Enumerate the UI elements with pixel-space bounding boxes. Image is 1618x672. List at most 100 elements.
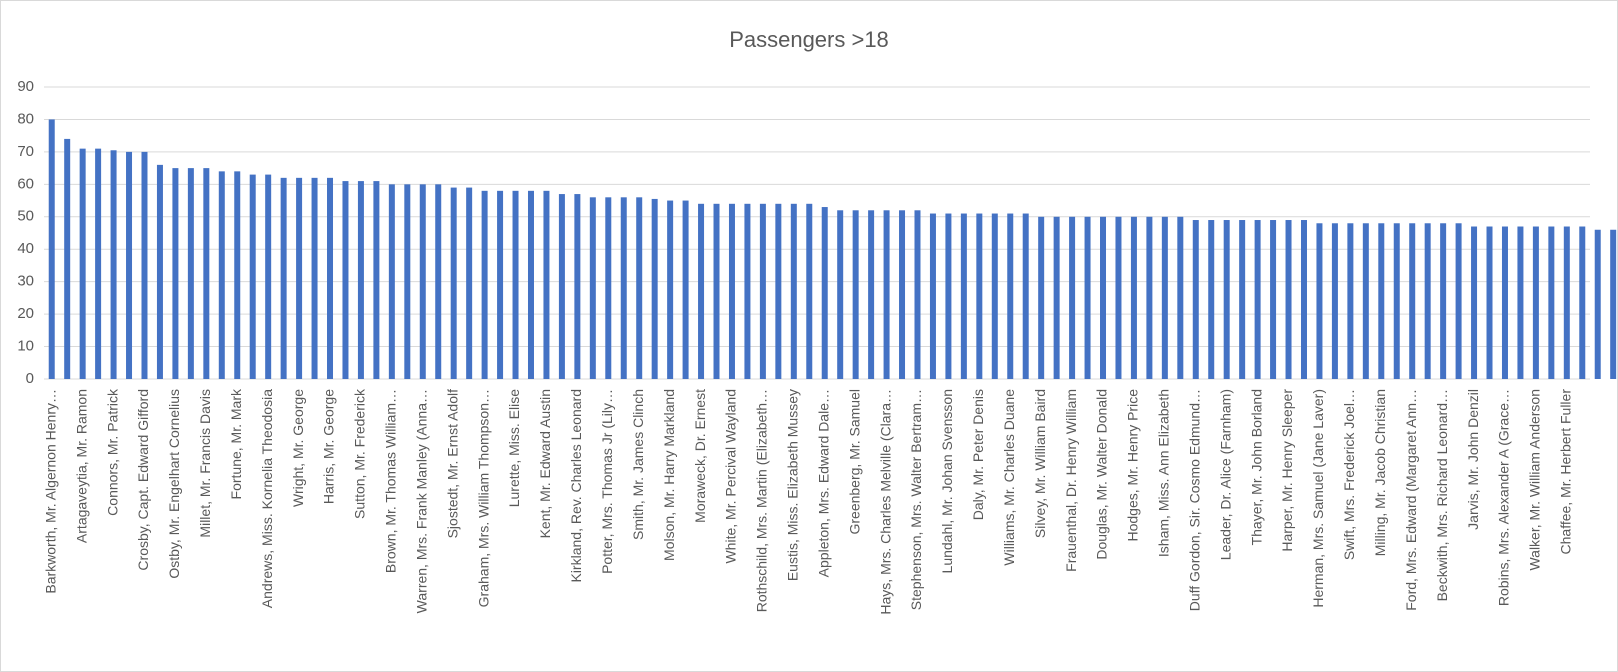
bar bbox=[636, 197, 643, 379]
bar bbox=[1146, 216, 1153, 379]
bar bbox=[929, 213, 936, 379]
x-tick-label: Beckwith, Mrs. Richard Leonard… bbox=[1434, 389, 1450, 601]
bar bbox=[589, 197, 596, 379]
bar bbox=[1563, 226, 1570, 379]
x-tick-label: Wright, Mr. George bbox=[290, 389, 306, 507]
bar bbox=[234, 171, 241, 379]
bar bbox=[48, 119, 55, 379]
bar bbox=[1069, 216, 1076, 379]
bar bbox=[1208, 220, 1215, 379]
bar bbox=[1115, 216, 1122, 379]
bar bbox=[744, 203, 751, 379]
bar bbox=[1022, 213, 1029, 379]
x-tick-label: Robins, Mrs. Alexander A (Grace… bbox=[1496, 389, 1512, 606]
bar bbox=[249, 174, 256, 379]
bar bbox=[357, 181, 364, 379]
bar bbox=[1300, 220, 1307, 379]
bar bbox=[1192, 220, 1199, 379]
bar bbox=[1362, 223, 1369, 379]
x-tick-label: Harper, Mr. Henry Sleeper bbox=[1279, 389, 1295, 552]
y-tick-label: 70 bbox=[17, 143, 34, 160]
x-tick-label: Leader, Dr. Alice (Farnham) bbox=[1217, 389, 1233, 560]
bar bbox=[435, 184, 442, 379]
x-tick-label: Chaffee, Mr. Herbert Fuller bbox=[1558, 389, 1574, 555]
bar bbox=[110, 150, 117, 379]
x-tick-label: Graham, Mrs. William Thompson… bbox=[475, 389, 491, 607]
bar bbox=[1409, 223, 1416, 379]
bar bbox=[1347, 223, 1354, 379]
bar bbox=[187, 168, 194, 379]
bar bbox=[667, 200, 674, 379]
x-tick-label: Hays, Mrs. Charles Melville (Clara… bbox=[877, 389, 893, 615]
x-tick-label: Frauenthal, Dr. Henry William bbox=[1063, 389, 1079, 572]
bar bbox=[342, 181, 349, 379]
bar bbox=[1610, 229, 1617, 379]
x-tick-label: Silvey, Mr. William Baird bbox=[1032, 389, 1048, 538]
bar bbox=[945, 213, 952, 379]
bar bbox=[404, 184, 411, 379]
x-tick-label: Milling, Mr. Jacob Christian bbox=[1372, 389, 1388, 556]
x-tick-label: Harris, Mr. George bbox=[321, 389, 337, 504]
x-tick-label: Rothschild, Mrs. Martin (Elizabeth… bbox=[754, 389, 770, 612]
y-tick-label: 50 bbox=[17, 208, 34, 225]
bar bbox=[95, 148, 102, 379]
y-tick-label: 0 bbox=[26, 370, 34, 387]
bar bbox=[1517, 226, 1524, 379]
bar bbox=[620, 197, 627, 379]
x-tick-label: Artagaveytia, Mr. Ramon bbox=[73, 389, 89, 543]
x-tick-label: Hodges, Mr. Henry Price bbox=[1125, 389, 1141, 542]
y-tick-label: 60 bbox=[17, 175, 34, 192]
bar bbox=[497, 190, 504, 379]
y-tick-label: 20 bbox=[17, 305, 34, 322]
chart-title: Passengers >18 bbox=[729, 27, 889, 52]
x-tick-label: Sjostedt, Mr. Ernst Adolf bbox=[444, 389, 460, 539]
bar bbox=[1316, 223, 1323, 379]
bar bbox=[713, 203, 720, 379]
bar bbox=[1053, 216, 1060, 379]
bar bbox=[527, 190, 534, 379]
bar bbox=[450, 187, 457, 379]
bar bbox=[991, 213, 998, 379]
bar bbox=[79, 148, 86, 379]
bar bbox=[821, 207, 828, 379]
bar bbox=[203, 168, 210, 379]
bar bbox=[373, 181, 380, 379]
x-tick-label: Lurette, Miss. Elise bbox=[506, 389, 522, 507]
y-tick-label: 80 bbox=[17, 110, 34, 127]
x-tick-label: Swift, Mrs. Frederick Joel… bbox=[1341, 389, 1357, 560]
y-tick-label: 90 bbox=[17, 78, 34, 95]
x-tick-label: Kent, Mr. Edward Austin bbox=[537, 389, 553, 538]
bar bbox=[1548, 226, 1555, 379]
x-tick-label: Brown, Mr. Thomas William… bbox=[383, 389, 399, 573]
bar bbox=[1455, 223, 1462, 379]
x-tick-label: Stephenson, Mrs. Walter Bertram… bbox=[908, 389, 924, 610]
bar bbox=[388, 184, 395, 379]
x-tick-label: Jarvis, Mr. John Denzil bbox=[1465, 389, 1481, 530]
bar bbox=[419, 184, 426, 379]
x-tick-label: Daly, Mr. Peter Denis bbox=[970, 389, 986, 520]
bar bbox=[1331, 223, 1338, 379]
bar bbox=[1161, 216, 1168, 379]
x-tick-label: Eustis, Miss. Elizabeth Mussey bbox=[785, 389, 801, 581]
bar bbox=[1100, 216, 1107, 379]
x-tick-label: Ford, Mrs. Edward (Margaret Ann… bbox=[1403, 389, 1419, 611]
bar bbox=[651, 198, 658, 379]
bar bbox=[172, 168, 179, 379]
bar bbox=[1579, 226, 1586, 379]
bar bbox=[960, 213, 967, 379]
x-tick-label: Sutton, Mr. Frederick bbox=[352, 388, 368, 519]
bar bbox=[574, 194, 581, 379]
x-tick-label: Thayer, Mr. John Borland bbox=[1248, 389, 1264, 545]
bar bbox=[899, 210, 906, 379]
bar bbox=[682, 200, 689, 379]
x-tick-label: Barkworth, Mr. Algernon Henry… bbox=[42, 389, 58, 594]
bar bbox=[1594, 229, 1601, 379]
x-tick-label: Williams, Mr. Charles Duane bbox=[1001, 389, 1017, 566]
x-tick-label: Smith, Mr. James Clinch bbox=[630, 389, 646, 540]
bar bbox=[806, 203, 813, 379]
bar bbox=[759, 203, 766, 379]
bar bbox=[1471, 226, 1478, 379]
bar bbox=[883, 210, 890, 379]
bar bbox=[1177, 216, 1184, 379]
bar bbox=[156, 164, 163, 379]
